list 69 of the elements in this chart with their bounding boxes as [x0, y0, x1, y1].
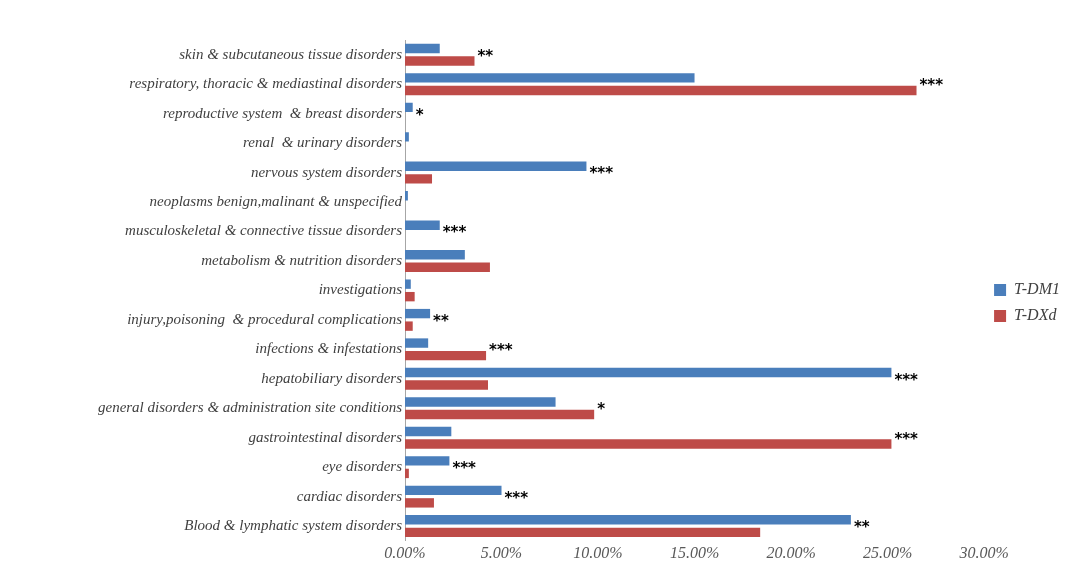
bar — [405, 338, 429, 348]
y-tick-label: metabolism & nutrition disorders — [201, 251, 403, 268]
y-tick-label: renal & urinary disorders — [243, 134, 403, 151]
bar — [405, 43, 440, 54]
bar — [405, 220, 440, 230]
bar — [405, 132, 409, 142]
bar — [405, 191, 408, 201]
annotation: * — [415, 105, 424, 124]
annotation: *** — [919, 76, 944, 95]
bar — [405, 498, 434, 508]
bar — [405, 380, 488, 390]
annotation: *** — [894, 429, 919, 448]
annotation: *** — [442, 223, 467, 242]
y-tick-label: hepatobiliary disorders — [261, 369, 403, 386]
bar — [405, 85, 917, 96]
y-tick-label: general disorders & administration site conditions — [97, 399, 403, 416]
bar — [405, 527, 761, 538]
bar — [405, 174, 433, 184]
annotation: *** — [894, 370, 919, 389]
x-tick-label: 30.00% — [958, 543, 1009, 561]
bar — [405, 426, 452, 437]
bar — [405, 308, 431, 319]
y-tick-label: gastrointestinal disorders — [248, 428, 403, 445]
annotation: *** — [489, 341, 513, 360]
x-tick-label: 10.00% — [573, 543, 623, 561]
y-tick-label: respiratory, thoracic & mediastinal disorders — [129, 75, 403, 92]
y-tick-label: reproductive system & breast disorders — [163, 104, 403, 121]
x-tick-label: 0.00% — [384, 543, 426, 561]
annotation: *** — [589, 164, 614, 183]
y-tick-label: Blood & lymphatic system disorders — [184, 517, 403, 534]
y-tick-label: musculoskeletal & connective tissue disorders — [125, 222, 403, 239]
bar — [405, 262, 490, 272]
bar — [405, 321, 413, 331]
bar — [405, 397, 556, 407]
bar — [405, 279, 411, 289]
y-tick-label: injury,poisoning & procedural complications — [127, 310, 403, 327]
annotation: ** — [433, 311, 449, 330]
x-tick-label: 15.00% — [669, 543, 720, 561]
x-tick-label: 25.00% — [862, 543, 913, 561]
bar — [405, 367, 892, 378]
y-tick-label: infections & infestations — [255, 340, 403, 357]
annotation: *** — [504, 488, 529, 507]
legend-label: T-DM1 — [1014, 280, 1060, 298]
annotation: ** — [853, 517, 870, 536]
bar — [405, 439, 892, 449]
bar — [405, 291, 415, 302]
y-tick-label: cardiac disorders — [296, 487, 403, 504]
x-tick-label: 5.00% — [480, 543, 523, 561]
bar — [405, 409, 595, 420]
y-tick-label: nervous system disorders — [250, 163, 403, 180]
bar — [405, 485, 502, 496]
y-tick-label: eye disorders — [322, 458, 403, 475]
bar — [405, 468, 409, 479]
y-tick-label: investigations — [318, 281, 403, 298]
bar — [405, 515, 851, 525]
annotation: ** — [477, 46, 494, 65]
bar — [405, 249, 465, 260]
x-tick-label: 20.00% — [766, 543, 816, 561]
y-tick-label: neoplasms benign,malinant & unspecified — [149, 192, 403, 209]
y-tick-label: skin & subcutaneous tissue disorders — [179, 45, 403, 62]
bar — [405, 56, 475, 66]
legend-label: T-DXd — [1014, 306, 1058, 324]
bar — [405, 350, 487, 361]
bar — [405, 102, 413, 113]
bar — [405, 73, 695, 83]
bar — [405, 456, 450, 466]
annotation: *** — [452, 459, 477, 478]
annotation: * — [597, 400, 606, 419]
bar — [405, 161, 587, 171]
